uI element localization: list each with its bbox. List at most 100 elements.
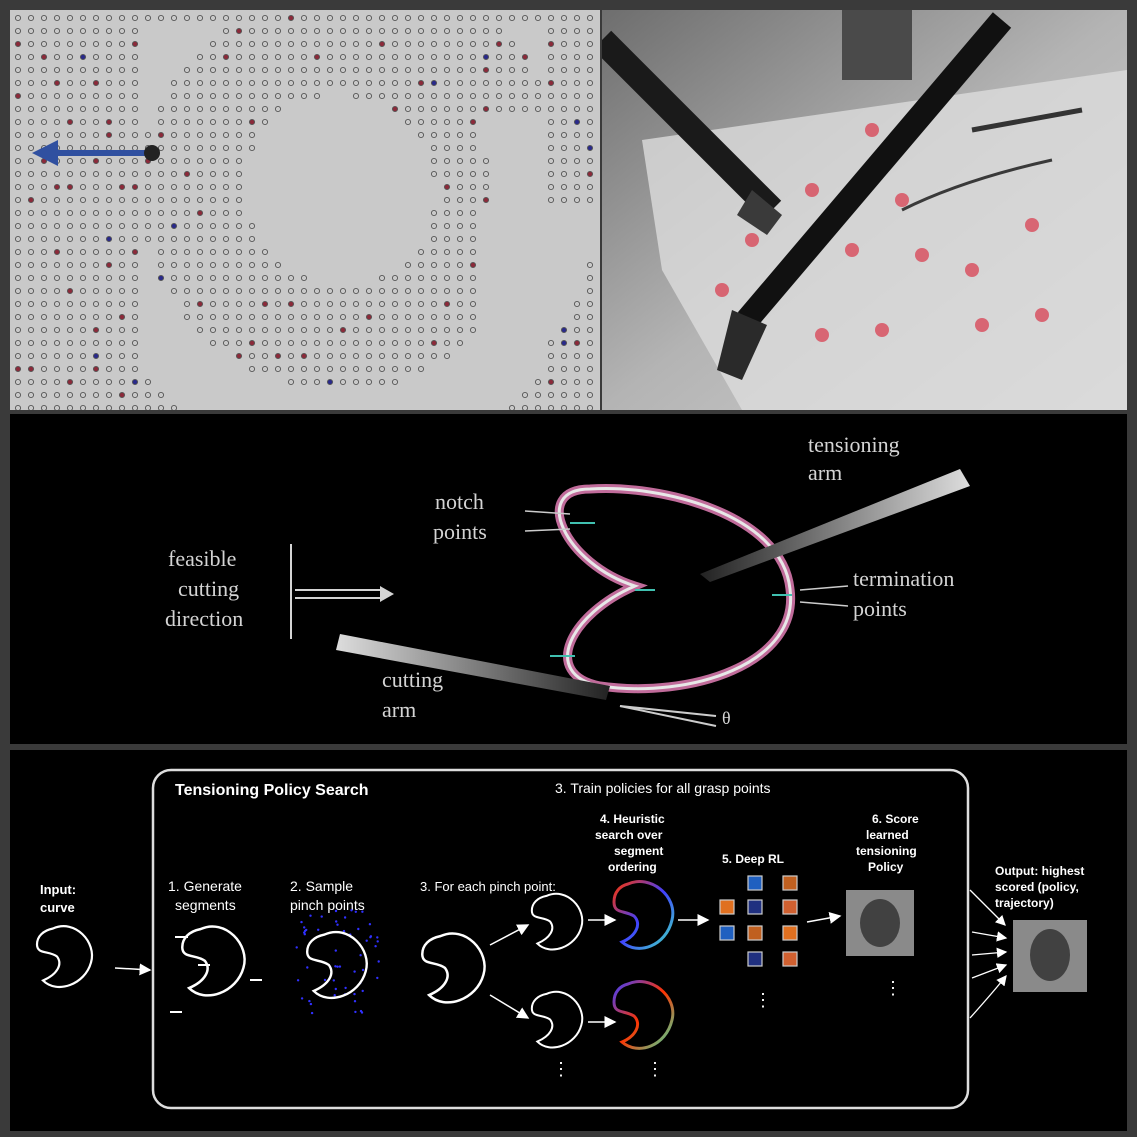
particle — [456, 144, 464, 152]
notch-label-1: notch — [435, 489, 484, 514]
particle — [378, 326, 386, 334]
particle — [300, 378, 308, 386]
particle — [521, 404, 529, 410]
particle — [79, 196, 87, 204]
step1-label-2: segments — [175, 897, 236, 913]
particle — [248, 365, 256, 373]
particle — [92, 196, 100, 204]
particle — [443, 66, 451, 74]
particle — [53, 378, 61, 386]
pinch-dot — [334, 949, 337, 952]
particle — [183, 66, 191, 74]
pinch-dot — [334, 909, 338, 913]
particle — [222, 105, 230, 113]
particle — [560, 339, 568, 347]
particle — [508, 53, 516, 61]
particle — [118, 404, 126, 410]
particle — [352, 339, 360, 347]
particle — [66, 131, 74, 139]
particle — [183, 92, 191, 100]
particle — [287, 287, 295, 295]
particle — [14, 209, 22, 217]
pinch-dot — [359, 1009, 363, 1013]
pinch-dot — [374, 945, 377, 948]
particle — [287, 365, 295, 373]
particle — [92, 209, 100, 217]
particle — [27, 391, 35, 399]
particle — [508, 92, 516, 100]
particle — [352, 92, 360, 100]
particle — [196, 92, 204, 100]
particle — [222, 27, 230, 35]
particle — [79, 287, 87, 295]
particle — [157, 118, 165, 126]
particle — [482, 196, 490, 204]
particle — [105, 157, 113, 165]
particle — [196, 313, 204, 321]
tensioning-label-1: tensioning — [808, 432, 900, 457]
particle — [443, 144, 451, 152]
particle — [495, 79, 503, 87]
particle — [404, 27, 412, 35]
particle — [170, 287, 178, 295]
particle — [352, 313, 360, 321]
particle — [66, 352, 74, 360]
particle — [495, 105, 503, 113]
particle — [430, 131, 438, 139]
particle — [66, 105, 74, 113]
particle — [261, 66, 269, 74]
particle — [14, 118, 22, 126]
particle — [235, 222, 243, 230]
particle — [482, 157, 490, 165]
particle — [209, 274, 217, 282]
particle — [313, 365, 321, 373]
particle — [66, 118, 74, 126]
particle — [495, 27, 503, 35]
particle — [131, 92, 139, 100]
particle — [508, 105, 516, 113]
particle — [248, 131, 256, 139]
particle — [456, 196, 464, 204]
particle — [469, 144, 477, 152]
particle — [378, 92, 386, 100]
particle — [183, 209, 191, 217]
feasible-label-3: direction — [165, 606, 243, 631]
particle — [274, 300, 282, 308]
particle — [456, 40, 464, 48]
particle — [79, 391, 87, 399]
particle — [391, 105, 399, 113]
particle — [352, 352, 360, 360]
particle — [66, 196, 74, 204]
particle — [326, 365, 334, 373]
particle — [196, 209, 204, 217]
particle — [27, 300, 35, 308]
particle — [274, 287, 282, 295]
particle — [365, 326, 373, 334]
particle — [14, 14, 22, 22]
particle — [131, 53, 139, 61]
particle — [391, 326, 399, 334]
particle — [261, 287, 269, 295]
particle — [326, 53, 334, 61]
particle — [79, 66, 87, 74]
particle — [469, 79, 477, 87]
particle — [261, 274, 269, 282]
pinch-dot — [361, 968, 365, 972]
particle — [430, 157, 438, 165]
particle — [313, 92, 321, 100]
particle — [352, 287, 360, 295]
cut-thread — [901, 158, 1053, 212]
particle — [209, 261, 217, 269]
particle — [222, 248, 230, 256]
box-title: Tensioning Policy Search — [175, 782, 369, 799]
pinch-dot — [303, 933, 306, 936]
output-arrow-3 — [971, 947, 1008, 958]
rl-tile — [782, 875, 798, 891]
particle — [469, 222, 477, 230]
particle — [92, 404, 100, 410]
particle — [573, 404, 581, 410]
simulation-panel — [10, 10, 600, 410]
particle — [79, 105, 87, 113]
particle — [352, 53, 360, 61]
particle — [105, 118, 113, 126]
